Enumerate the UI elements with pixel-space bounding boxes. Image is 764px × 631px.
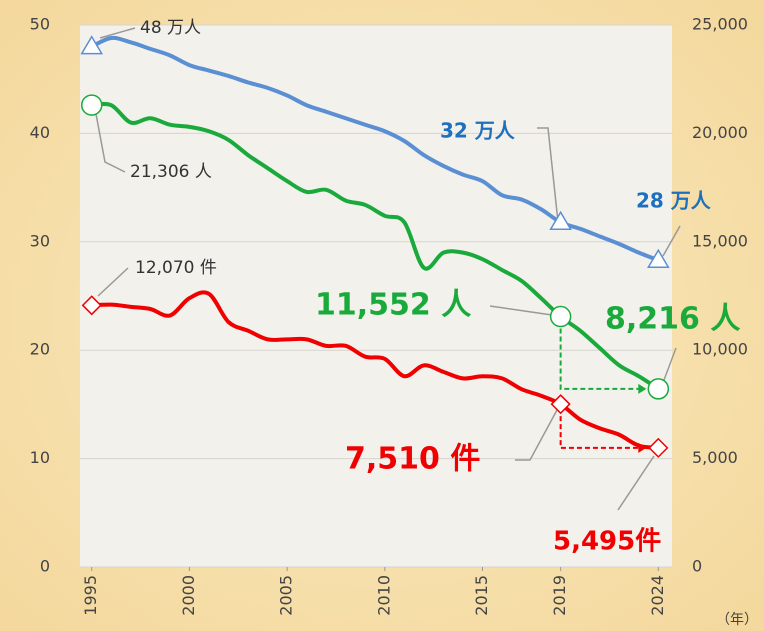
diamond-marker (648, 437, 669, 458)
y-tick-label: 50 (30, 15, 50, 34)
y-tick-label: 0 (40, 557, 50, 576)
x-tick-label: 2019 (550, 575, 569, 616)
triangle-marker (80, 35, 104, 55)
diamond-marker (550, 394, 571, 415)
circle-marker (80, 94, 103, 116)
data-label: 11,552 人 (315, 288, 471, 323)
y-tick-label: 40 (30, 123, 50, 142)
x-tick-label: 2005 (277, 575, 296, 616)
y-tick-label: 30 (30, 231, 50, 250)
circle-marker (549, 305, 572, 328)
y-tick-label: 20 (30, 340, 50, 359)
y2-tick-label: 25,000 (692, 15, 748, 34)
triangle-marker (647, 248, 670, 268)
y2-tick-label: 20,000 (692, 123, 748, 142)
x-tick-label: 2000 (179, 575, 198, 616)
leader-line (537, 127, 559, 223)
data-label: 5,495件 (553, 527, 661, 557)
data-label: 28 万人 (636, 189, 712, 213)
arrow-head (638, 442, 647, 453)
leader-line (97, 267, 129, 297)
data-label: 48 万人 (140, 18, 201, 38)
data-label: 7,510 件 (345, 442, 480, 477)
arrow-head (638, 383, 647, 394)
dashed-arrow (559, 328, 641, 390)
circle-marker (647, 378, 670, 400)
leader-line (515, 409, 558, 461)
leader-line (663, 347, 677, 381)
x-tick-label: 2015 (472, 575, 491, 616)
y2-tick-label: 5,000 (692, 448, 738, 467)
leader-line (617, 455, 655, 511)
x-tick-label: 2024 (648, 575, 667, 616)
data-label: 8,216 人 (605, 302, 740, 337)
x-tick-label: 1995 (81, 575, 100, 616)
y2-tick-label: 10,000 (692, 340, 748, 359)
data-label: 21,306 人 (130, 162, 212, 182)
leader-line (489, 305, 553, 316)
dashed-arrow (559, 416, 641, 449)
leader-line (99, 27, 136, 39)
x-tick-label: 2010 (374, 575, 393, 616)
y2-tick-label: 0 (692, 557, 702, 576)
y-tick-label: 10 (30, 448, 50, 467)
leader-line (95, 113, 126, 173)
diamond-marker (81, 295, 102, 316)
y2-tick-label: 15,000 (692, 231, 748, 250)
x-axis-label: （年） (716, 612, 758, 628)
leader-line (662, 225, 681, 257)
plot-area (80, 25, 672, 567)
data-label: 32 万人 (440, 119, 516, 143)
triangle-marker (549, 210, 572, 231)
data-label: 12,070 件 (135, 258, 217, 278)
